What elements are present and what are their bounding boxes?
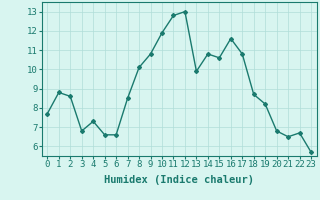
X-axis label: Humidex (Indice chaleur): Humidex (Indice chaleur)	[104, 175, 254, 185]
